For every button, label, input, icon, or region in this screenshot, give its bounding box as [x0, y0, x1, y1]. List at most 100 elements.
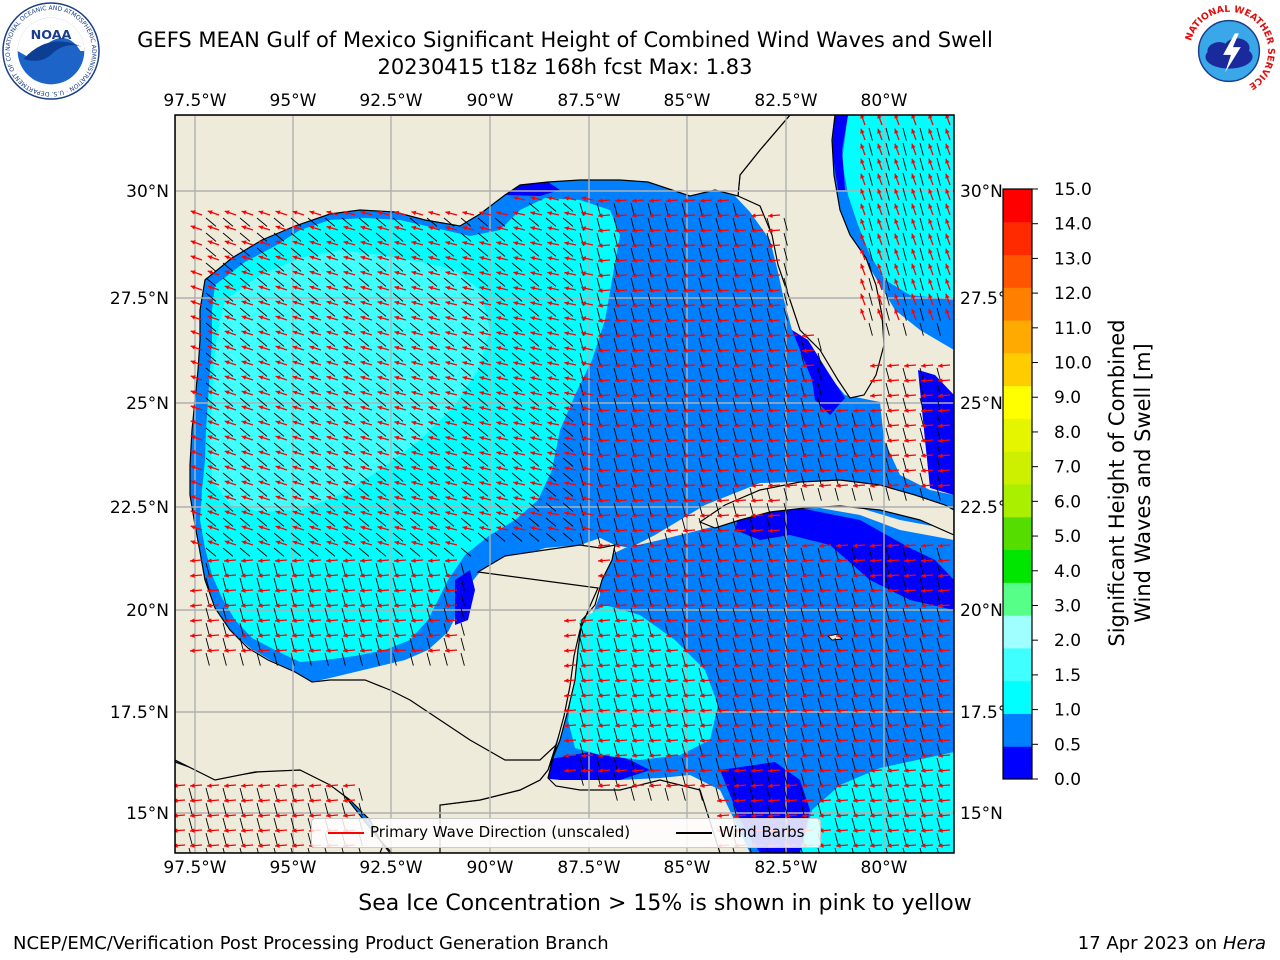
colorbar-bin — [1003, 189, 1032, 223]
wind-barb — [664, 502, 669, 516]
wind-barb — [766, 667, 771, 681]
wave-arrow-head — [241, 798, 246, 803]
wave-arrow-head — [717, 783, 722, 788]
wave-arrow-head — [547, 376, 553, 381]
wind-barb — [936, 802, 941, 816]
wind-barb — [358, 562, 363, 576]
wave-arrow-head — [938, 678, 943, 683]
wave-arrow-head — [224, 588, 229, 593]
wind-barb — [885, 742, 890, 756]
wind-barb — [885, 322, 890, 336]
wind-barb — [766, 592, 771, 606]
wind-barb — [426, 457, 438, 467]
wave-arrow-head — [666, 228, 671, 233]
wave-arrow-head — [632, 393, 637, 398]
wind-barb — [783, 367, 788, 381]
wind-barb — [868, 232, 873, 246]
wind-barb — [902, 142, 907, 156]
wave-arrow-head — [530, 331, 536, 336]
wind-barb — [256, 352, 268, 362]
wind-barb — [766, 337, 771, 351]
wave-arrow-head — [207, 843, 212, 848]
wave-arrow-head — [717, 318, 722, 323]
wind-barb — [902, 592, 907, 606]
colorbar-tick-label: 4.0 — [1054, 562, 1081, 582]
wind-barb — [919, 157, 924, 171]
wave-arrow-head — [462, 390, 468, 396]
wind-barb — [919, 667, 924, 681]
wind-barb — [562, 412, 574, 422]
wave-arrow-head — [615, 723, 620, 728]
wave-arrow-head — [870, 798, 875, 803]
wave-arrow-head — [326, 798, 331, 803]
wind-barb — [749, 442, 754, 456]
wind-barb — [749, 577, 754, 591]
wave-arrow-head — [224, 525, 230, 530]
wind-barb — [902, 682, 907, 696]
wind-barb — [936, 142, 941, 156]
wind-barb — [851, 622, 856, 636]
wave-arrow-head — [785, 633, 790, 638]
wind-barb — [613, 457, 618, 471]
wind-barb — [256, 397, 268, 407]
wave-arrow-head — [700, 288, 705, 293]
wind-barb — [613, 547, 618, 561]
lon-label: 95°W — [270, 91, 317, 111]
wave-arrow-head — [547, 331, 553, 336]
wind-barb — [681, 382, 686, 396]
wind-barb — [749, 787, 754, 801]
wind-barb — [596, 667, 601, 681]
wave-arrow-head — [462, 225, 468, 231]
wind-barb — [902, 742, 907, 756]
wave-arrow-head — [836, 708, 841, 713]
wave-arrow-head — [326, 525, 332, 530]
wind-barb — [681, 247, 686, 261]
wave-arrow-head — [190, 495, 196, 500]
wind-barb — [290, 817, 295, 831]
wind-barb — [222, 592, 227, 606]
wind-barb — [596, 472, 601, 486]
wind-barb — [205, 412, 217, 422]
wind-barb — [477, 397, 489, 407]
wave-arrow-head — [258, 588, 263, 593]
wave-arrow-head — [462, 420, 468, 426]
wind-barb — [426, 487, 438, 497]
wind-barb — [749, 712, 754, 726]
wave-arrow-head — [683, 363, 688, 368]
wave-arrow-head — [207, 360, 213, 365]
wave-arrow-head — [751, 318, 756, 323]
wave-arrow-head — [343, 525, 349, 530]
wave-arrow-head — [649, 438, 654, 443]
wind-barb — [426, 472, 438, 482]
wave-arrow-head — [887, 738, 892, 743]
wave-arrow-head — [394, 270, 400, 276]
wind-barb — [664, 457, 669, 471]
wind-barb — [732, 607, 737, 621]
wind-barb — [681, 682, 686, 696]
wave-arrow-head — [360, 558, 365, 563]
wave-arrow-head — [547, 241, 553, 246]
wind-barb — [205, 277, 217, 287]
wind-barb — [868, 697, 873, 711]
wind-barb — [375, 532, 387, 542]
wind-barb — [443, 622, 448, 636]
wave-arrow-head — [683, 783, 688, 788]
wave-arrow-head — [819, 738, 824, 743]
wave-arrow-head — [598, 663, 603, 668]
wind-barb — [919, 682, 924, 696]
wind-barb — [936, 277, 941, 291]
wave-arrow-head — [615, 738, 620, 743]
wave-arrow-head — [819, 558, 824, 563]
wave-arrow-head — [326, 450, 332, 455]
wave-arrow-head — [894, 128, 899, 134]
wave-arrow-head — [768, 243, 773, 248]
wave-arrow-head — [717, 453, 722, 458]
wind-barb — [256, 502, 268, 512]
wind-barb — [800, 577, 805, 591]
wave-arrow-head — [275, 405, 281, 410]
wave-arrow-head — [462, 375, 468, 381]
wave-arrow-head — [666, 453, 671, 458]
wave-arrow-head — [717, 663, 722, 668]
wave-arrow-head — [768, 213, 773, 218]
